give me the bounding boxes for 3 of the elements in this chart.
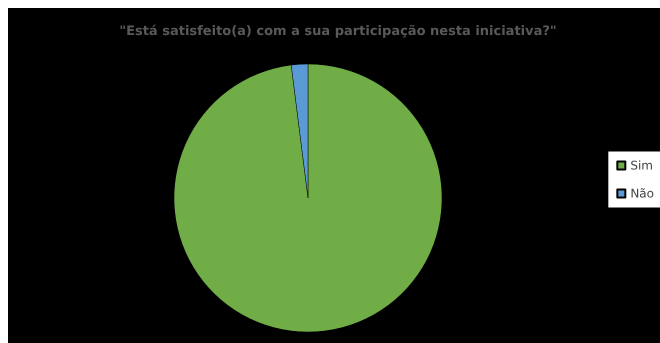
legend-label: Sim: [630, 158, 653, 172]
chart-title: "Está satisfeito(a) com a sua participação nesta iniciativa?": [119, 24, 557, 39]
legend-label: Não: [630, 186, 654, 200]
